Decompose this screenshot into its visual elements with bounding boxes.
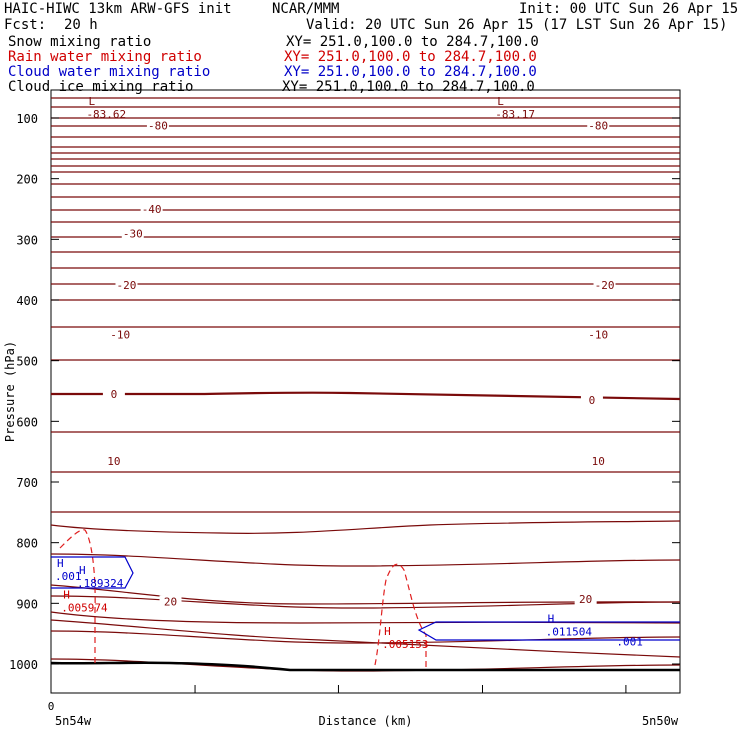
extremum-value: .005974	[61, 601, 108, 614]
x-end-location: 5n50w	[642, 714, 679, 728]
extremum-value: .011504	[546, 626, 593, 639]
temperature-contour-label: -30	[123, 227, 143, 240]
y-tick-label: 400	[16, 294, 38, 308]
temperature-contour-label: -40	[142, 203, 162, 216]
temperature-contour-label: 10	[107, 455, 120, 468]
contour-label-bg	[102, 454, 125, 467]
plot-frame	[50, 89, 681, 694]
contour-label-bg	[146, 119, 169, 132]
y-tick-label: 700	[16, 476, 38, 490]
x-axis	[50, 685, 627, 693]
temperature-contour-label: -80	[588, 119, 608, 132]
field-cloud-ice-name: Cloud ice mixing ratio	[8, 79, 194, 95]
temperature-contour-label: -20	[595, 279, 615, 292]
temperature-contour-label: -10	[110, 329, 130, 342]
field-snow-name: Snow mixing ratio	[8, 34, 152, 50]
isotherm-line	[51, 391, 681, 401]
contour-label-bg	[593, 278, 616, 291]
contour-label-bg	[574, 593, 597, 606]
rain-contour-line	[374, 563, 427, 668]
x-tick-label: 0	[48, 700, 55, 713]
extremum-marker: H	[63, 588, 70, 601]
y-tick-label: 800	[16, 537, 38, 551]
cloud-water-contour-line	[417, 621, 680, 641]
isotherm-line	[50, 619, 681, 658]
field-cloud-water-xy: XY= 251.0,100.0 to 284.7,100.0	[284, 64, 537, 80]
contour-label-bg	[580, 394, 603, 407]
y-axis	[51, 117, 680, 665]
extremum-marker: L	[497, 95, 504, 108]
y-tick-label: 1000	[9, 658, 38, 672]
cloud-water-contour-line	[51, 556, 134, 589]
extremum-marker: H	[79, 564, 86, 577]
valid-time: Valid: 20 UTC Sun 26 Apr 15 (17 LST Sun …	[306, 17, 728, 33]
field-snow-xy: XY= 251.0,100.0 to 284.7,100.0	[286, 34, 539, 50]
contour-label-bg	[587, 328, 610, 341]
y-tick-label: 600	[16, 415, 38, 429]
isotherm-line	[50, 630, 681, 644]
temperature-contour-label: 20	[164, 596, 177, 609]
y-tick-label: 900	[16, 597, 38, 611]
rain-contours	[59, 529, 427, 668]
contour-label-bg	[587, 119, 610, 132]
extremum-marker: H	[384, 625, 391, 638]
extremum-value: .001	[55, 570, 82, 583]
forecast-label: Fcst:	[4, 17, 47, 33]
cloud-water-contours	[51, 556, 680, 641]
extremum-value: .005153	[382, 638, 428, 651]
field-cloud-water-name: Cloud water mixing ratio	[8, 64, 211, 80]
temperature-contour-label: -20	[117, 279, 137, 292]
contour-label-bg	[109, 328, 132, 341]
temperature-contour-label: 0	[111, 388, 118, 401]
extremum-marker: H	[548, 613, 555, 626]
temperature-contour-label: 20	[579, 593, 592, 606]
field-rain-xy: XY= 251.0,100.0 to 284.7,100.0	[284, 49, 537, 65]
contour-label-bg	[587, 454, 610, 467]
extremum-marker: L	[88, 95, 95, 108]
y-tick-label: 500	[16, 355, 38, 369]
y-tick-label: 300	[16, 233, 38, 247]
contour-label-bg	[102, 388, 125, 401]
extremum-value: -83.62	[86, 108, 126, 121]
field-cloud-ice-xy: XY= 251.0,100.0 to 284.7,100.0	[282, 79, 535, 95]
terrain-line	[50, 661, 681, 673]
y-axis-label: Pressure (hPa)	[3, 341, 17, 442]
isotherm-line	[50, 584, 681, 605]
extremum-marker: H	[57, 557, 64, 570]
rain-contour-line	[59, 529, 96, 663]
temperature-contour-label: -10	[588, 329, 608, 342]
x-axis-label: Distance (km)	[319, 714, 413, 728]
isotherm-line	[50, 553, 681, 567]
model-title: HAIC-HIWC 13km ARW-GFS init	[4, 1, 232, 17]
contour-label-bg	[159, 595, 182, 608]
x-start-location: 5n54w	[55, 714, 92, 728]
temperature-contour-label: 0	[589, 394, 596, 407]
temperature-contour-label: -80	[148, 119, 168, 132]
y-tick-label: 100	[16, 112, 38, 126]
org-label: NCAR/MMM	[272, 1, 340, 17]
contour-label-bg	[121, 227, 144, 240]
extremum-value: .189324	[77, 577, 124, 590]
y-tick-label: 200	[16, 173, 38, 187]
contour-label-bg	[115, 278, 138, 291]
contour-label: .001	[616, 636, 643, 649]
temperature-contours	[50, 97, 681, 672]
forecast-hour: 20 h	[64, 17, 98, 33]
isotherm-line	[50, 520, 681, 534]
contour-label-bg	[140, 203, 163, 215]
init-time: Init: 00 UTC Sun 26 Apr 15	[519, 1, 739, 17]
isotherm-line	[50, 611, 681, 624]
field-rain-name: Rain water mixing ratio	[8, 49, 202, 65]
extremum-value: -83.17	[495, 108, 535, 121]
temperature-contour-label: 10	[592, 455, 605, 468]
